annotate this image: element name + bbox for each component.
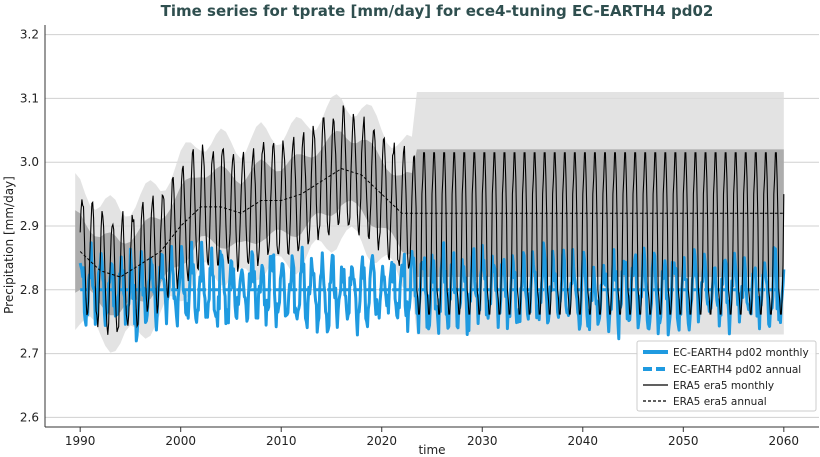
legend-label-ref-monthly: ERA5 era5 monthly [673, 380, 774, 392]
series-lines [78, 105, 786, 343]
y-axis-label: Precipitation [mm/day] [2, 176, 16, 314]
x-tick-label: 2020 [366, 434, 397, 448]
legend: EC-EARTH4 pd02 monthly EC-EARTH4 pd02 an… [636, 340, 817, 412]
x-tick-label: 1990 [65, 434, 96, 448]
y-tick-label: 2.7 [20, 347, 39, 361]
series-ref-monthly [79, 105, 785, 335]
legend-label-ref-annual: ERA5 era5 annual [673, 396, 767, 408]
series-ref-annual [79, 168, 784, 278]
x-tick-label: 2000 [165, 434, 196, 448]
x-tick-label: 2050 [668, 434, 699, 448]
legend-box [636, 340, 817, 412]
legend-label-model-monthly: EC-EARTH4 pd02 monthly [673, 347, 809, 359]
x-tick-label: 2030 [467, 434, 498, 448]
y-tick-label: 2.9 [20, 219, 39, 233]
axes: 2.6 2.7 2.8 2.9 3.0 3.1 3.2 1990 2000 2010 2020 203… [20, 25, 819, 448]
y-tick-label: 3.1 [20, 91, 39, 105]
series-model-monthly [78, 240, 786, 343]
x-axis-label: time [418, 443, 445, 457]
x-tick-label: 2010 [266, 434, 297, 448]
y-tick-label: 3.0 [20, 155, 39, 169]
chart-title: Time series for tprate [mm/day] for ece4… [161, 2, 714, 20]
x-tick-label: 2060 [769, 434, 800, 448]
y-tick-label: 2.6 [20, 410, 39, 424]
legend-label-model-annual: EC-EARTH4 pd02 annual [673, 364, 801, 376]
y-tick-label: 2.8 [20, 283, 39, 297]
y-tick-label: 3.2 [20, 28, 39, 42]
x-tick-label: 2040 [568, 434, 599, 448]
